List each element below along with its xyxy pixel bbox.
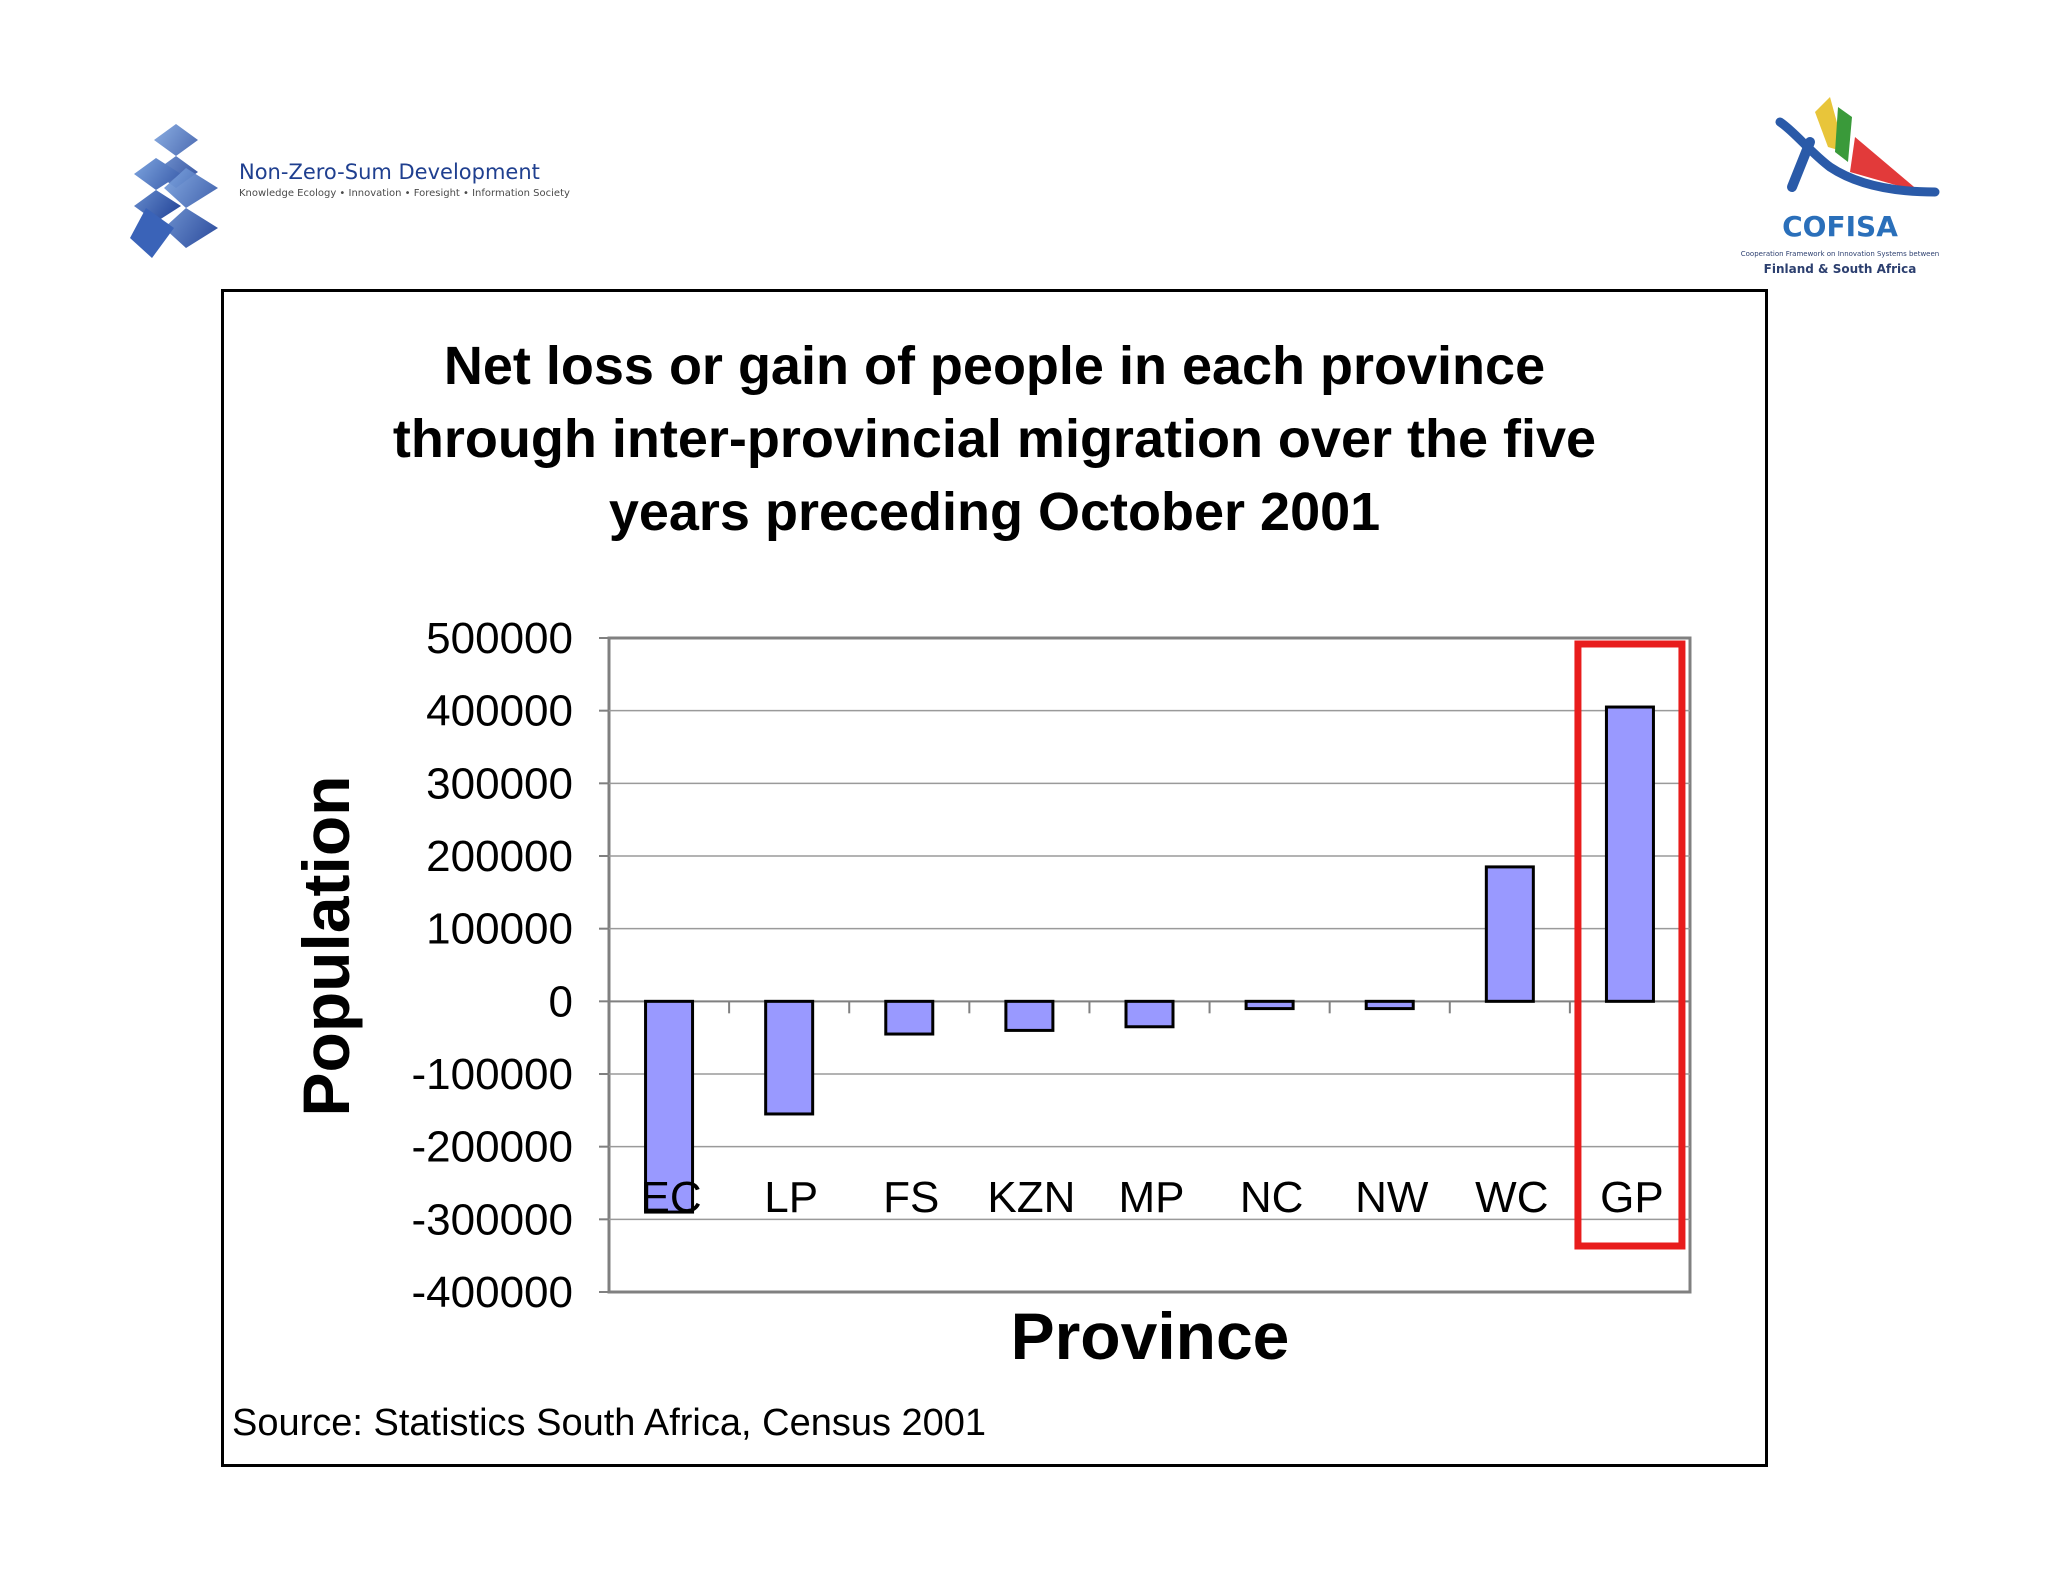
highlight-box-gp (1574, 640, 1686, 1250)
y-tick-label: -100000 (412, 1050, 573, 1099)
bar-lp (764, 999, 815, 1116)
chart-title-line-1: Net loss or gain of people in each provi… (443, 336, 1546, 396)
y-tick-label: -200000 (412, 1123, 573, 1172)
non-zero-sum-logo-icon (130, 124, 218, 258)
bar-ec (644, 999, 695, 1214)
non-zero-sum-tagline: Knowledge Ecology • Innovation • Foresig… (239, 188, 570, 199)
y-tick-label: 200000 (426, 832, 573, 881)
x-tick-label: LP (764, 1173, 818, 1222)
y-tick-label: 300000 (426, 759, 573, 808)
cofisa-logo: COFISA Cooperation Framework on Innovati… (1720, 92, 1960, 282)
x-tick-label: KZN (987, 1173, 1075, 1222)
chart-title-line-3: years preceding October 2001 (608, 482, 1381, 542)
bar-kzn (1004, 999, 1055, 1032)
y-tick-label: -300000 (412, 1195, 573, 1244)
x-tick-label: FS (883, 1173, 939, 1222)
bar-nc (1244, 999, 1295, 1011)
cofisa-tagline: Cooperation Framework on Innovation Syst… (1740, 250, 1940, 258)
source-note: Source: Statistics South Africa, Census … (232, 1402, 987, 1444)
bar-mp (1124, 999, 1175, 1029)
x-axis-label: Province (1010, 1299, 1290, 1373)
x-tick-label: GP (1600, 1173, 1664, 1222)
y-tick-label: -400000 (412, 1268, 573, 1317)
x-tick-label: MP (1119, 1173, 1185, 1222)
x-tick-label: EC (640, 1173, 701, 1222)
x-tick-label: NW (1355, 1173, 1429, 1222)
y-tick-label: 400000 (426, 687, 573, 736)
bar-wc (1484, 865, 1535, 1003)
y-tick-label: 0 (549, 977, 573, 1026)
y-tick-label: 500000 (426, 614, 573, 663)
chart-title: Net loss or gain of people in each provi… (221, 330, 1768, 549)
chart-title-line-2: through inter-provincial migration over … (392, 409, 1597, 469)
x-tick-label: WC (1475, 1173, 1548, 1222)
non-zero-sum-brand-name: Non-Zero-Sum Development (239, 160, 540, 184)
cofisa-brand-name: COFISA (1782, 210, 1898, 243)
x-tick-label: NC (1240, 1173, 1304, 1222)
cofisa-logo-icon (1775, 97, 1940, 197)
bar-fs (884, 999, 935, 1036)
non-zero-sum-logo: Non-Zero-Sum Development Knowledge Ecolo… (126, 118, 570, 268)
cofisa-tagline-countries: Finland & South Africa (1763, 262, 1917, 276)
bar-nw (1364, 999, 1415, 1011)
bar-gp (1604, 705, 1655, 1003)
y-tick-label: 100000 (426, 905, 573, 954)
